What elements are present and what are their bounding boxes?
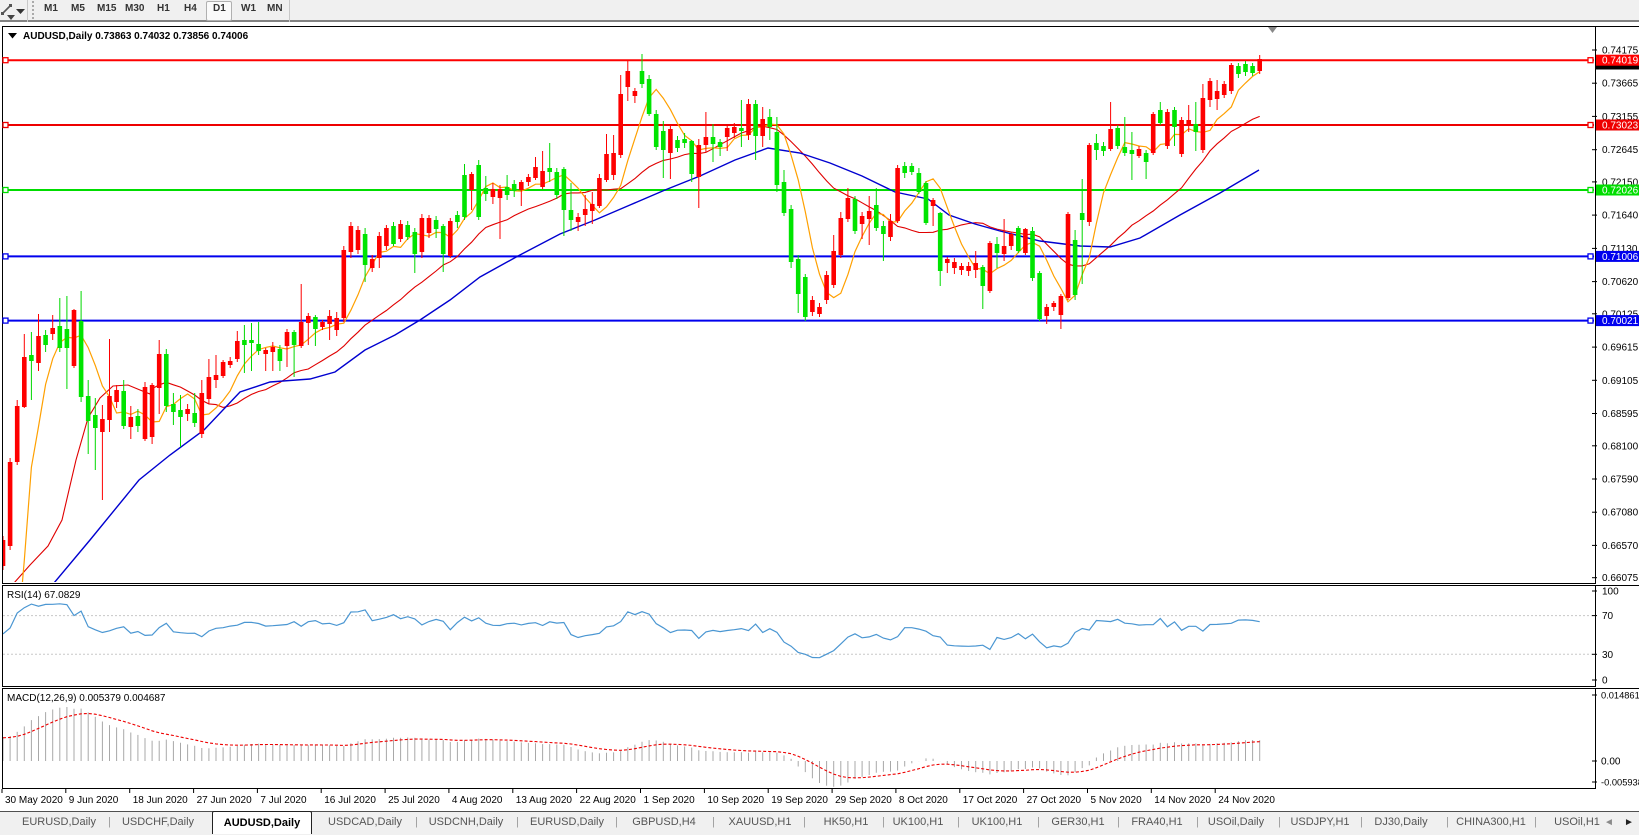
- svg-text:0.73665: 0.73665: [1602, 79, 1639, 90]
- svg-text:0.73155: 0.73155: [1602, 112, 1639, 123]
- svg-text:7 Jul 2020: 7 Jul 2020: [260, 795, 307, 806]
- svg-text:0.71006: 0.71006: [1602, 252, 1639, 263]
- svg-text:8 Oct 2020: 8 Oct 2020: [899, 795, 948, 806]
- svg-text:30 May 2020: 30 May 2020: [5, 795, 63, 806]
- svg-text:70: 70: [1602, 611, 1614, 622]
- svg-text:24 Nov 2020: 24 Nov 2020: [1218, 795, 1275, 806]
- svg-text:-0.005938: -0.005938: [1601, 778, 1639, 788]
- svg-text:0.71130: 0.71130: [1602, 244, 1638, 255]
- svg-text:0.014861: 0.014861: [1601, 691, 1639, 701]
- svg-text:0.70620: 0.70620: [1602, 277, 1639, 288]
- svg-text:100: 100: [1602, 587, 1619, 598]
- svg-text:0.72150: 0.72150: [1602, 177, 1639, 188]
- svg-text:0.74175: 0.74175: [1602, 46, 1639, 57]
- svg-text:0: 0: [1602, 676, 1608, 687]
- svg-text:0.71640: 0.71640: [1602, 211, 1639, 222]
- svg-text:1 Sep 2020: 1 Sep 2020: [644, 795, 696, 806]
- svg-text:27 Jun 2020: 27 Jun 2020: [197, 795, 252, 806]
- svg-text:27 Oct 2020: 27 Oct 2020: [1027, 795, 1082, 806]
- svg-text:0.66570: 0.66570: [1602, 541, 1639, 552]
- svg-text:0.73023: 0.73023: [1602, 121, 1639, 132]
- svg-text:10 Sep 2020: 10 Sep 2020: [707, 795, 764, 806]
- svg-text:22 Aug 2020: 22 Aug 2020: [580, 795, 637, 806]
- svg-text:13 Aug 2020: 13 Aug 2020: [516, 795, 573, 806]
- svg-text:19 Sep 2020: 19 Sep 2020: [771, 795, 828, 806]
- svg-text:30: 30: [1602, 650, 1614, 661]
- svg-text:0.69105: 0.69105: [1602, 376, 1639, 387]
- svg-text:4 Aug 2020: 4 Aug 2020: [452, 795, 503, 806]
- svg-text:17 Oct 2020: 17 Oct 2020: [963, 795, 1018, 806]
- svg-text:0.66075: 0.66075: [1602, 573, 1639, 584]
- svg-text:0.68595: 0.68595: [1602, 409, 1639, 420]
- svg-text:0.68100: 0.68100: [1602, 441, 1639, 452]
- svg-text:MACD(12,26,9) 0.005379 0.00468: MACD(12,26,9) 0.005379 0.004687: [7, 693, 166, 704]
- svg-text:29 Sep 2020: 29 Sep 2020: [835, 795, 892, 806]
- svg-text:0.72645: 0.72645: [1602, 145, 1639, 156]
- svg-text:0.00: 0.00: [1601, 757, 1621, 768]
- svg-text:0.70125: 0.70125: [1602, 309, 1639, 320]
- svg-text:16 Jul 2020: 16 Jul 2020: [324, 795, 376, 806]
- svg-text:0.69615: 0.69615: [1602, 343, 1639, 354]
- svg-text:0.67080: 0.67080: [1602, 508, 1639, 519]
- svg-text:RSI(14) 67.0829: RSI(14) 67.0829: [7, 590, 81, 601]
- svg-text:0.70021: 0.70021: [1602, 316, 1639, 327]
- svg-text:18 Jun 2020: 18 Jun 2020: [133, 795, 188, 806]
- svg-text:25 Jul 2020: 25 Jul 2020: [388, 795, 440, 806]
- svg-text:5 Nov 2020: 5 Nov 2020: [1091, 795, 1143, 806]
- svg-text:9 Jun 2020: 9 Jun 2020: [69, 795, 119, 806]
- svg-text:0.74019: 0.74019: [1602, 56, 1639, 67]
- svg-text:0.72026: 0.72026: [1602, 186, 1639, 197]
- svg-text:AUDUSD,Daily 0.73863 0.74032: AUDUSD,Daily 0.73863 0.74032 0.73856 0.7…: [23, 31, 249, 42]
- svg-text:14 Nov 2020: 14 Nov 2020: [1154, 795, 1211, 806]
- svg-text:0.67590: 0.67590: [1602, 475, 1639, 486]
